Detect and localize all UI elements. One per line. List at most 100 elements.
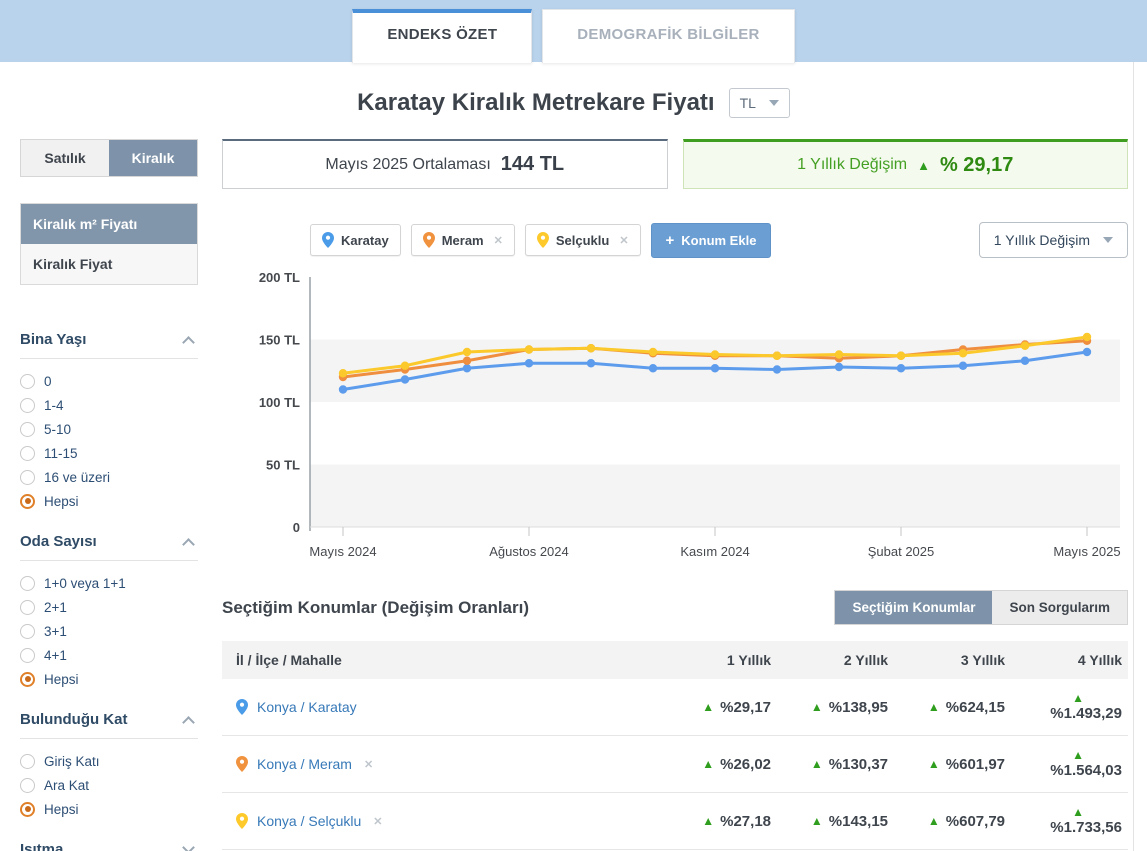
radio-selected-icon[interactable] (20, 802, 35, 817)
change-value: %607,79 (946, 813, 1005, 830)
radio-option-label: 1-4 (44, 398, 64, 413)
chevron-down-icon (769, 100, 779, 106)
location-link[interactable]: Konya / Selçuklu (257, 813, 361, 829)
page-title: Karatay Kiralık Metrekare Fiyatı (357, 89, 715, 117)
radio-icon[interactable] (20, 754, 35, 769)
remove-location-icon[interactable]: ✕ (619, 234, 628, 247)
location-tag-karatay[interactable]: Karatay (310, 224, 401, 256)
radio-icon[interactable] (20, 648, 35, 663)
radio-option[interactable]: Ara Kat (20, 773, 198, 797)
change-value-cell: ▲%26,02 (660, 756, 777, 773)
radio-selected-icon[interactable] (20, 494, 35, 509)
up-triangle-icon: ▲ (702, 757, 714, 771)
chevron-down-icon[interactable] (182, 841, 195, 851)
filter-header-oda-sayisi[interactable]: Oda Sayısı (20, 527, 198, 556)
map-pin-icon (236, 813, 248, 829)
range-dropdown[interactable]: 1 Yıllık Değişim (979, 222, 1128, 258)
location-link[interactable]: Konya / Karatay (257, 699, 357, 715)
filter-title: Oda Sayısı (20, 533, 97, 550)
remove-location-icon[interactable]: ✕ (494, 234, 503, 247)
menu-kiralik-m2-fiyati[interactable]: Kiralık m² Fiyatı (21, 204, 197, 244)
sidebar: Satılık Kiralık Kiralık m² Fiyatı Kiralı… (20, 139, 198, 851)
filter-list: Bina Yaşı 0 1-4 5-1011-1516 ve üzeri Hepsi Od… (20, 325, 198, 851)
change-value: %601,97 (946, 756, 1005, 773)
radio-icon[interactable] (20, 422, 35, 437)
radio-icon[interactable] (20, 374, 35, 389)
radio-option[interactable]: 1+0 veya 1+1 (20, 571, 198, 595)
right-divider (1133, 62, 1134, 851)
svg-text:Kasım 2024: Kasım 2024 (680, 544, 749, 559)
page: ENDEKS ÖZET DEMOGRAFİK BİLGİLER Karatay … (0, 0, 1147, 851)
radio-option-label: Hepsi (44, 494, 79, 509)
add-location-button[interactable]: + Konum Ekle (651, 223, 772, 258)
chevron-up-icon[interactable] (182, 716, 195, 729)
location-tag-label: Meram (442, 233, 484, 248)
radio-option[interactable]: 4+1 (20, 643, 198, 667)
change-value-cell: ▲%1.733,56 (1011, 806, 1128, 836)
title-row: Karatay Kiralık Metrekare Fiyatı TL (0, 85, 1147, 121)
map-pin-icon (236, 756, 248, 772)
change-value: %130,37 (829, 756, 888, 773)
column-header: İl / İlçe / Mahalle (222, 652, 660, 668)
radio-icon[interactable] (20, 470, 35, 485)
radio-option[interactable]: Hepsi (20, 489, 198, 513)
radio-option[interactable]: 1-4 (20, 393, 198, 417)
up-triangle-icon: ▲ (811, 700, 823, 714)
radio-option[interactable]: 11-15 (20, 441, 198, 465)
radio-option-label: Hepsi (44, 672, 79, 687)
radio-option[interactable]: 5-10 (20, 417, 198, 441)
change-value-cell: ▲%130,37 (777, 756, 894, 773)
chart-svg: 050 TL100 TL150 TL200 TLMayıs 2024Ağusto… (222, 269, 1128, 567)
svg-text:50 TL: 50 TL (266, 458, 300, 473)
tab-endeks-ozet[interactable]: ENDEKS ÖZET (352, 9, 532, 63)
radio-icon[interactable] (20, 624, 35, 639)
chevron-up-icon[interactable] (182, 538, 195, 551)
toggle-satilik[interactable]: Satılık (21, 140, 109, 176)
yearly-change-card: 1 Yıllık Değişim ▲ % 29,17 (683, 139, 1129, 189)
radio-option[interactable]: Hepsi (20, 797, 198, 821)
remove-location-icon[interactable]: ✕ (373, 815, 382, 828)
svg-text:100 TL: 100 TL (259, 395, 300, 410)
radio-icon[interactable] (20, 576, 35, 591)
radio-icon[interactable] (20, 446, 35, 461)
location-tag-meram[interactable]: Meram ✕ (411, 224, 515, 256)
layout: Satılık Kiralık Kiralık m² Fiyatı Kiralı… (0, 139, 1147, 851)
svg-text:Mayıs 2024: Mayıs 2024 (309, 544, 376, 559)
location-cell: Konya / Selçuklu ✕ (222, 813, 660, 829)
divider (20, 738, 198, 739)
toggle-sectigim-konumlar[interactable]: Seçtiğim Konumlar (835, 591, 992, 624)
radio-option-label: 0 (44, 374, 52, 389)
radio-option[interactable]: 16 ve üzeri (20, 465, 198, 489)
currency-dropdown[interactable]: TL (729, 88, 790, 118)
menu-kiralik-fiyat[interactable]: Kiralık Fiyat (21, 244, 197, 284)
radio-option[interactable]: 2+1 (20, 595, 198, 619)
radio-option[interactable]: 3+1 (20, 619, 198, 643)
up-triangle-icon: ▲ (1072, 749, 1084, 762)
radio-selected-icon[interactable] (20, 672, 35, 687)
map-pin-icon (322, 232, 334, 248)
toggle-son-sorgularim[interactable]: Son Sorgularım (992, 591, 1127, 624)
table-body: Konya / Karatay▲%29,17▲%138,95▲%624,15▲%… (222, 679, 1128, 850)
radio-option[interactable]: Giriş Katı (20, 749, 198, 773)
filter-section-bina-yasi: Bina Yaşı 0 1-4 5-1011-1516 ve üzeri Hepsi (20, 325, 198, 513)
column-header: 1 Yıllık (660, 652, 777, 668)
filter-header-bina-yasi[interactable]: Bina Yaşı (20, 325, 198, 354)
radio-option[interactable]: 0 (20, 369, 198, 393)
up-triangle-icon: ▲ (928, 757, 940, 771)
radio-option-label: Ara Kat (44, 778, 89, 793)
radio-option[interactable]: Hepsi (20, 667, 198, 691)
radio-icon[interactable] (20, 600, 35, 615)
filter-header-isitma[interactable]: Isıtma (20, 835, 198, 851)
toggle-kiralik[interactable]: Kiralık (109, 140, 197, 176)
divider (20, 358, 198, 359)
remove-location-icon[interactable]: ✕ (364, 758, 373, 771)
up-triangle-icon: ▲ (917, 158, 930, 173)
tab-demografik-bilgiler[interactable]: DEMOGRAFİK BİLGİLER (542, 9, 794, 63)
location-link[interactable]: Konya / Meram (257, 756, 352, 772)
table-row-konya-meram: Konya / Meram✕▲%26,02▲%130,37▲%601,97▲%1… (222, 736, 1128, 793)
filter-header-bulundugu-kat[interactable]: Bulunduğu Kat (20, 705, 198, 734)
location-tag-selcuklu[interactable]: Selçuklu✕ (525, 224, 641, 256)
radio-icon[interactable] (20, 398, 35, 413)
chevron-up-icon[interactable] (182, 336, 195, 349)
radio-icon[interactable] (20, 778, 35, 793)
